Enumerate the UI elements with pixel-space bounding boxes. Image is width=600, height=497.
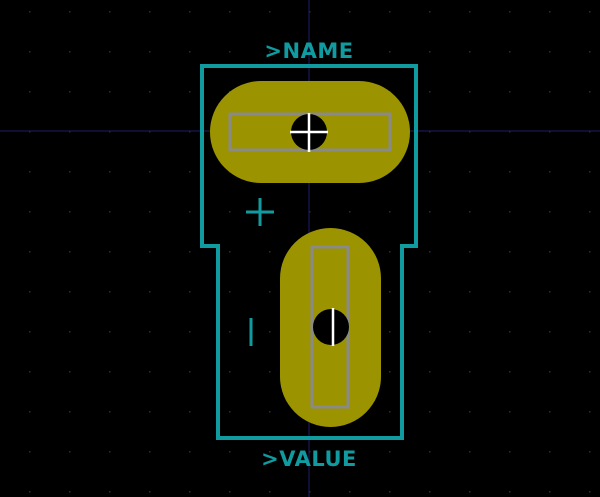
- reference-label[interactable]: >NAME: [264, 39, 353, 63]
- pad-2[interactable]: [280, 228, 381, 427]
- polarity-plus-mark: [246, 198, 274, 226]
- crosshair-cursor: [290, 113, 328, 152]
- courtyard-outline: [200, 64, 418, 440]
- pad-2-drill-hole: [313, 309, 349, 345]
- value-label[interactable]: >VALUE: [261, 447, 357, 471]
